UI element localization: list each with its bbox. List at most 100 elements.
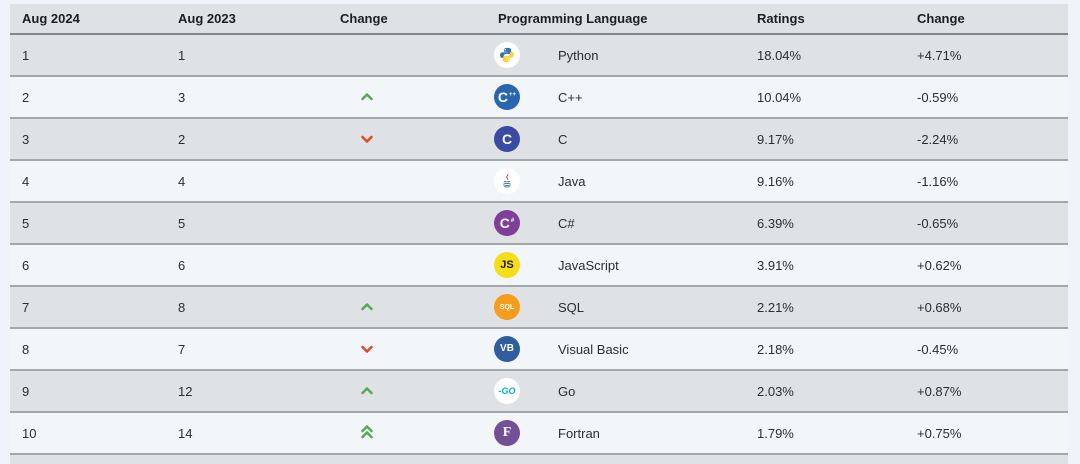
up-arrow-icon [360,302,374,312]
change-value: +0.62% [905,244,1068,287]
rank-aug-2023: 8 [166,286,328,329]
change-value: +0.75% [905,412,1068,455]
rank-aug-2024: 6 [10,244,166,287]
table-row-java: 4 4 Java 9.16% -1.16% [10,160,1068,203]
language-cell: VB Visual Basic [486,328,745,371]
rank-aug-2023: 7 [166,328,328,371]
language-name: Python [558,47,599,63]
table-row-visual-basic: 8 7 VB Visual Basic 2.18% -0.45% [10,328,1068,371]
header-row: Aug 2024 Aug 2023 Change Programming Lan… [10,4,1068,35]
language-cell: Java [486,160,745,203]
change-value: -0.65% [905,202,1068,245]
col-header-change-rating: Change [905,4,1068,35]
col-header-aug-2024: Aug 2024 [10,4,166,35]
rating-value: 9.16% [745,160,905,203]
rank-aug-2023: 6 [166,244,328,287]
rating-value: 18.04% [745,34,905,77]
rank-aug-2023: 4 [166,160,328,203]
rank-aug-2024: 10 [10,412,166,455]
change-indicator-cell [328,328,486,371]
up-arrow-icon [360,424,374,439]
rank-aug-2024: 2 [10,76,166,119]
rating-value: 10.04% [745,76,905,119]
table-body: 1 1 Python 18.04% +4.71% 2 3 C++ C++ 10.… [10,34,1068,455]
language-cell: C++ C++ [486,76,745,119]
change-indicator-cell [328,202,486,245]
table-row-go: 9 12 -GO Go 2.03% +0.87% [10,370,1068,413]
rank-aug-2023: 3 [166,76,328,119]
rank-aug-2024: 7 [10,286,166,329]
language-name: C [558,131,568,147]
rating-value: 3.91% [745,244,905,287]
change-value: +4.71% [905,34,1068,77]
table-row-javascript: 6 6 JS JavaScript 3.91% +0.62% [10,244,1068,287]
down-arrow-icon [360,134,374,144]
col-header-change-rank: Change [328,4,486,35]
change-indicator-cell [328,118,486,161]
change-indicator-cell [328,76,486,119]
change-value: -0.45% [905,328,1068,371]
rating-value: 1.79% [745,412,905,455]
change-indicator-cell [328,34,486,77]
rank-aug-2024: 8 [10,328,166,371]
fortran-icon: F [494,420,520,446]
language-name: C++ [558,89,583,105]
csharp-icon: C# [494,210,520,236]
table-row-python: 1 1 Python 18.04% +4.71% [10,34,1068,77]
change-indicator-cell [328,160,486,203]
change-value: +0.87% [905,370,1068,413]
javascript-icon: JS [494,252,520,278]
rank-aug-2023: 5 [166,202,328,245]
rating-value: 2.21% [745,286,905,329]
change-indicator-cell [328,370,486,413]
rank-aug-2023: 14 [166,412,328,455]
rank-aug-2024: 5 [10,202,166,245]
table-row-c: 3 2 C C 9.17% -2.24% [10,118,1068,161]
sql-icon: SQL [494,294,520,320]
col-header-aug-2023: Aug 2023 [166,4,328,35]
rank-aug-2024: 1 [10,34,166,77]
cpp-icon: C++ [494,84,520,110]
change-value: +0.68% [905,286,1068,329]
table-row-c-: 5 5 C# C# 6.39% -0.65% [10,202,1068,245]
language-name: Java [558,173,586,189]
table-header: Aug 2024 Aug 2023 Change Programming Lan… [10,4,1068,35]
table-row-fortran: 10 14 F Fortran 1.79% +0.75% [10,412,1068,455]
language-name: Go [558,383,576,399]
language-name: Visual Basic [558,341,629,357]
table-row-sql: 7 8 SQL SQL 2.21% +0.68% [10,286,1068,329]
language-cell: Python [486,34,745,77]
change-value: -0.59% [905,76,1068,119]
change-indicator-cell [328,286,486,329]
java-icon [494,168,520,194]
language-cell: F Fortran [486,412,745,455]
rating-value: 6.39% [745,202,905,245]
rating-value: 9.17% [745,118,905,161]
rank-aug-2024: 9 [10,370,166,413]
rating-value: 2.18% [745,328,905,371]
col-header-programming-language: Programming Language [486,4,745,35]
language-name: SQL [558,299,585,315]
change-value: -2.24% [905,118,1068,161]
visual-basic-icon: VB [494,336,520,362]
language-name: Fortran [558,425,600,441]
change-indicator-cell [328,412,486,455]
change-value: -1.16% [905,160,1068,203]
language-cell: C# C# [486,202,745,245]
rank-aug-2023: 12 [166,370,328,413]
up-arrow-icon [360,92,374,102]
rating-value: 2.03% [745,370,905,413]
rank-aug-2024: 4 [10,160,166,203]
language-cell: C C [486,118,745,161]
table-row-c-: 2 3 C++ C++ 10.04% -0.59% [10,76,1068,119]
rank-aug-2024: 3 [10,118,166,161]
python-icon [494,42,520,68]
c-icon: C [494,126,520,152]
up-arrow-icon [360,386,374,396]
partial-next-row [10,455,1068,464]
tiobe-index-table: Aug 2024 Aug 2023 Change Programming Lan… [10,4,1068,455]
language-cell: SQL SQL [486,286,745,329]
language-name: C# [558,215,575,231]
rank-aug-2023: 2 [166,118,328,161]
